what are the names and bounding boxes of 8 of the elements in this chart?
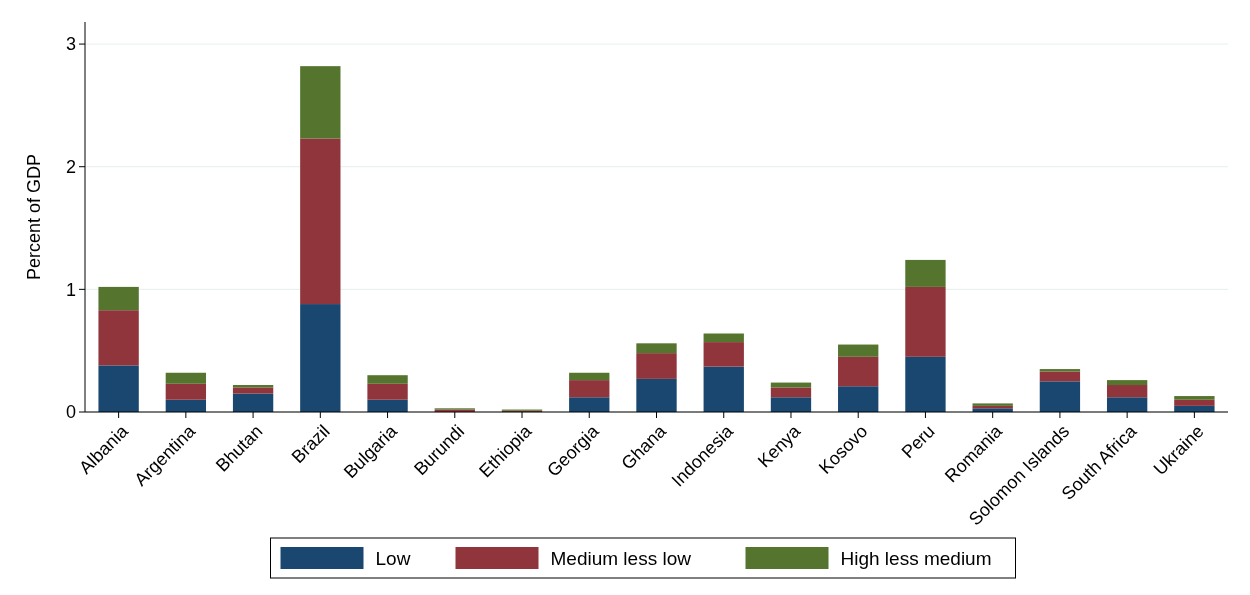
legend-label: High less medium bbox=[840, 547, 992, 569]
y-axis-title: Percent of GDP bbox=[24, 153, 44, 281]
y-tick-label: 3 bbox=[65, 34, 77, 55]
y-tick-label: 0 bbox=[65, 402, 77, 423]
y-tick-label: 1 bbox=[65, 279, 77, 300]
y-tick-label: 2 bbox=[65, 157, 77, 178]
legend-label: Medium less low bbox=[550, 547, 692, 569]
legend-label: Low bbox=[375, 547, 411, 569]
